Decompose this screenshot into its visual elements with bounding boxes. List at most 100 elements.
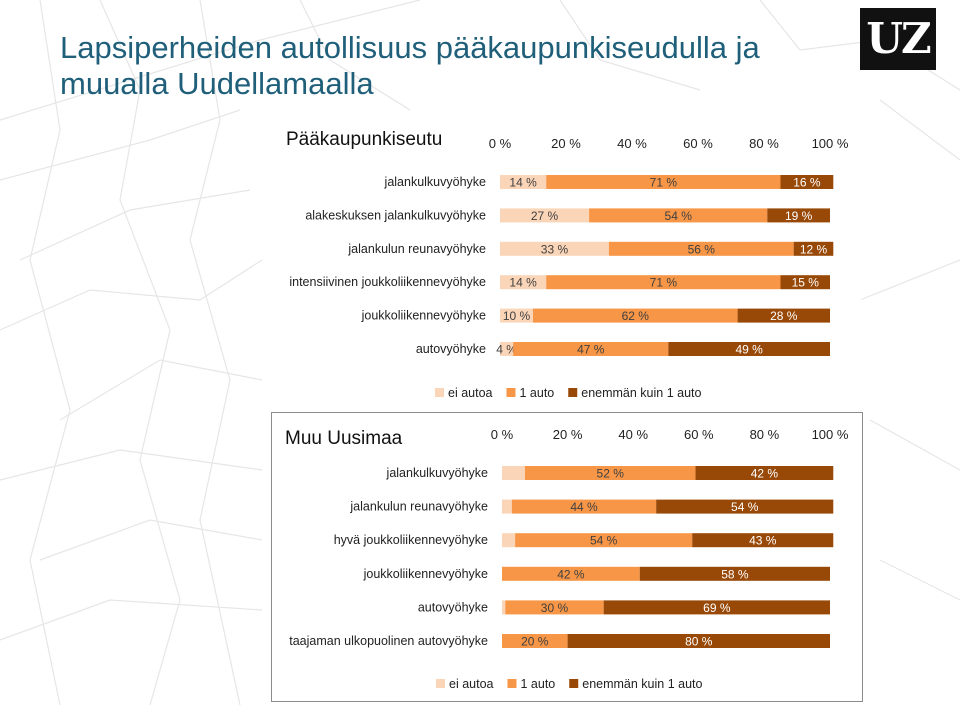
- category-label: taajaman ulkopuolinen autovyöhyke: [289, 634, 488, 648]
- bar-segment-1-auto: [533, 308, 738, 323]
- bar-segment-enemmän-kuin-1-auto: [767, 208, 830, 223]
- legend-label: 1 auto: [519, 386, 554, 400]
- x-tick-label: 80 %: [750, 427, 780, 442]
- bar-segment-enemmän-kuin-1-auto: [780, 175, 834, 189]
- legend-label: ei autoa: [449, 677, 494, 691]
- bar-segment-1-auto: [524, 466, 696, 480]
- bar-segment-ei-autoa: [502, 600, 506, 615]
- x-tick-label: 0 %: [491, 427, 514, 442]
- bar-segment-enemmän-kuin-1-auto: [780, 275, 830, 290]
- data-label: 71 %: [650, 276, 678, 290]
- data-label: 62 %: [622, 309, 650, 323]
- bar-segment-ei-autoa: [500, 342, 514, 356]
- bar-segment-ei-autoa: [502, 533, 516, 548]
- bar-segment-1-auto: [515, 533, 693, 548]
- data-label: 52 %: [597, 467, 625, 481]
- data-label: 49 %: [735, 343, 763, 357]
- bar-segment-1-auto: [589, 208, 768, 223]
- legend-label: ei autoa: [448, 386, 493, 400]
- data-label: 54 %: [590, 534, 618, 548]
- legend: ei autoa 1 auto enemmän kuin 1 auto: [435, 386, 702, 400]
- category-label: joukkoliikennevyöhyke: [361, 309, 486, 323]
- bar-segment-enemmän-kuin-1-auto: [793, 241, 834, 256]
- bar-segment-enemmän-kuin-1-auto: [656, 499, 834, 514]
- data-label: 80 %: [685, 635, 713, 649]
- data-label: 14 %: [509, 276, 537, 290]
- data-label: 44 %: [570, 500, 598, 514]
- bar-segment-1-auto: [546, 275, 781, 290]
- x-tick-label: 100 %: [812, 136, 849, 151]
- data-label: 4 %: [496, 343, 517, 357]
- legend-swatch: [506, 388, 516, 397]
- stacked-bar-chart-paakaupunkiseutu: Pääkaupunkiseutu 0 % 20 % 40 % 60 % 80 % 100 %…: [286, 129, 849, 400]
- bar-segment-1-auto: [505, 600, 604, 615]
- data-label: 16 %: [793, 176, 821, 190]
- category-label: jalankulun reunavyöhyke: [349, 500, 488, 514]
- data-label: 71 %: [650, 176, 678, 190]
- legend-swatch: [568, 388, 578, 397]
- bar-segment-ei-autoa: [500, 275, 547, 290]
- bar-segment-enemmän-kuin-1-auto: [603, 600, 830, 615]
- bar-segment-1-auto: [502, 566, 640, 581]
- data-label: 27 %: [531, 209, 559, 223]
- data-label: 15 %: [792, 276, 820, 290]
- data-label: 14 %: [509, 176, 537, 190]
- bar-segment-1-auto: [513, 342, 669, 356]
- legend-swatch: [435, 388, 444, 397]
- bar-segment-1-auto: [546, 175, 781, 189]
- chart-panel-muu-uusimaa: Muu Uusimaa 0 % 20 % 40 % 60 % 80 % 100 % jalan…: [271, 412, 863, 702]
- data-label: 56 %: [688, 242, 716, 256]
- legend-label: 1 auto: [520, 677, 555, 691]
- chart-panel-paakaupunkiseutu: Pääkaupunkiseutu 0 % 20 % 40 % 60 % 80 % 100 %…: [271, 118, 861, 410]
- data-label: 20 %: [521, 635, 549, 649]
- data-label: 69 %: [703, 601, 731, 615]
- bar-segment-enemmän-kuin-1-auto: [567, 634, 830, 648]
- legend-swatch: [569, 679, 579, 688]
- x-tick-label: 100 %: [812, 427, 849, 442]
- data-label: 33 %: [541, 242, 569, 256]
- data-label: 54 %: [731, 500, 759, 514]
- bar-segment-enemmän-kuin-1-auto: [695, 466, 834, 480]
- bar-segment-enemmän-kuin-1-auto: [639, 566, 830, 581]
- data-label: 30 %: [541, 601, 569, 615]
- bar-segment-enemmän-kuin-1-auto: [692, 533, 834, 548]
- bar-segment-ei-autoa: [500, 208, 590, 223]
- data-label: 47 %: [577, 343, 605, 357]
- data-label: 42 %: [557, 567, 585, 581]
- bar-segment-ei-autoa: [500, 175, 547, 189]
- bar-segment-1-auto: [511, 499, 657, 514]
- x-tick-label: 40 %: [618, 427, 648, 442]
- data-label: 58 %: [721, 567, 749, 581]
- x-tick-label: 60 %: [683, 136, 713, 151]
- category-label: hyvä joukkoliikennevyöhyke: [334, 533, 488, 547]
- chart-title: Pääkaupunkiseutu: [286, 129, 442, 150]
- legend-swatch: [507, 679, 517, 688]
- data-label: 43 %: [749, 534, 777, 548]
- legend: ei autoa 1 auto enemmän kuin 1 auto: [436, 677, 703, 691]
- data-label: 12 %: [800, 242, 828, 256]
- x-tick-label: 80 %: [749, 136, 779, 151]
- category-label: alakeskuksen jalankulkuvyöhyke: [305, 208, 486, 222]
- category-label: joukkoliikennevyöhyke: [363, 567, 488, 581]
- bar-segment-ei-autoa: [500, 308, 533, 323]
- bar-segment-ei-autoa: [500, 241, 609, 256]
- x-tick-label: 40 %: [617, 136, 647, 151]
- uz-logo: UZ: [860, 8, 936, 70]
- data-label: 10 %: [503, 309, 531, 323]
- category-label: autovyöhyke: [416, 342, 486, 356]
- x-tick-label: 0 %: [489, 136, 512, 151]
- category-label: intensiivinen joukkoliikennevyöhyke: [289, 275, 486, 289]
- data-label: 19 %: [785, 209, 813, 223]
- bar-segment-ei-autoa: [502, 499, 512, 514]
- chart-title: Muu Uusimaa: [285, 428, 403, 449]
- bar-segment-1-auto: [502, 634, 568, 648]
- data-label: 28 %: [770, 309, 798, 323]
- legend-label: enemmän kuin 1 auto: [582, 677, 702, 691]
- legend-label: enemmän kuin 1 auto: [581, 386, 701, 400]
- bar-segment-ei-autoa: [502, 466, 525, 480]
- data-label: 42 %: [751, 467, 779, 481]
- legend-swatch: [436, 679, 445, 688]
- category-label: autovyöhyke: [418, 600, 488, 614]
- stacked-bar-chart-muu-uusimaa: Muu Uusimaa 0 % 20 % 40 % 60 % 80 % 100 % jalan…: [285, 427, 849, 691]
- bar-segment-1-auto: [608, 241, 794, 256]
